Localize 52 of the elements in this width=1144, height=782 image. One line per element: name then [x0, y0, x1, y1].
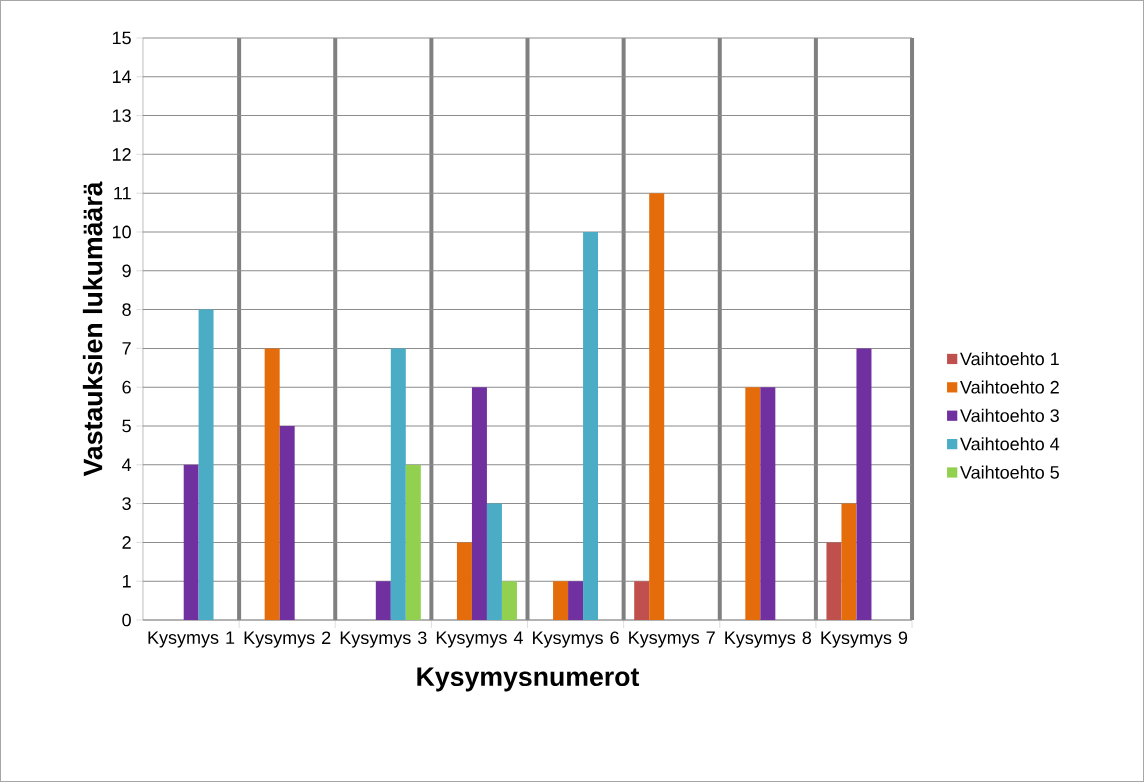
legend-label: Vaihtoehto 2 [960, 380, 1059, 394]
y-tick-label: 7 [122, 342, 131, 355]
y-tick-label: 8 [122, 303, 131, 316]
y-tick-label: 10 [112, 225, 131, 239]
bar [264, 348, 280, 621]
y-tick-label: 2 [122, 536, 131, 549]
x-tick-label: Kysymys 1 [148, 631, 235, 648]
legend-label: Vaihtoehto 5 [960, 465, 1059, 479]
y-tick-label: 13 [112, 109, 131, 122]
bar [760, 387, 776, 621]
bar [198, 309, 214, 621]
bar [553, 581, 569, 621]
y-tick-label: 9 [122, 264, 131, 278]
bar [183, 464, 199, 621]
y-axis-title: Vastauksien lukumäärä [82, 181, 103, 477]
bar [745, 387, 761, 621]
bar [501, 581, 517, 621]
y-tick-label: 11 [114, 186, 131, 200]
bar [649, 193, 665, 621]
bar [405, 464, 421, 621]
x-tick-label: Kysymys 9 [821, 631, 908, 648]
legend-label: Vaihtoehto 4 [960, 437, 1060, 451]
x-tick-label: Kysymys 6 [533, 631, 619, 648]
y-tick-label: 6 [122, 380, 131, 394]
x-tick-label: Kysymys 2 [244, 631, 331, 648]
x-tick-label: Kysymys 8 [725, 631, 812, 648]
y-tick-label: 0 [122, 613, 131, 627]
bar [390, 348, 406, 621]
x-tick-label: Kysymys 3 [340, 631, 427, 648]
bar [375, 581, 391, 621]
bar [826, 542, 842, 621]
y-tick-label: 1 [122, 575, 131, 588]
legend-label: Vaihtoehto 3 [960, 408, 1059, 422]
bar [486, 503, 502, 621]
bar [634, 581, 650, 621]
bar [856, 348, 872, 621]
y-tick-label: 12 [112, 148, 131, 161]
legend-label: Vaihtoehto 1 [960, 352, 1059, 366]
bar [841, 503, 857, 621]
bar [583, 231, 599, 621]
bar [279, 425, 295, 621]
y-tick-label: 3 [122, 497, 131, 510]
x-axis-title: Kysymysnumerot [417, 667, 640, 692]
x-tick-label: Kysymys 4 [436, 631, 523, 648]
x-tick-label: Kysymys 7 [629, 631, 715, 648]
bar [456, 542, 472, 621]
bar [568, 581, 584, 621]
y-tick-label: 4 [122, 458, 132, 471]
y-tick-label: 14 [112, 70, 132, 83]
bar [471, 387, 487, 621]
y-tick-label: 5 [122, 419, 131, 433]
y-tick-label: 15 [112, 31, 131, 45]
